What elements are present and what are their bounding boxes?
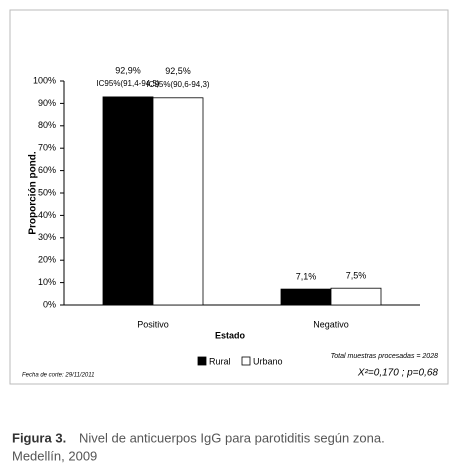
chart-frame [9, 9, 449, 385]
note: Fecha de corte: 29/11/2011 [22, 373, 95, 379]
x-axis-title: Estado [215, 330, 246, 340]
y-tick-label: 30% [38, 232, 56, 242]
value-label: 92,5% [165, 66, 191, 76]
bar [102, 96, 154, 306]
legend-swatch [241, 356, 251, 366]
y-tick-label: 80% [38, 120, 56, 130]
value-label: 7,5% [346, 271, 367, 281]
y-tick-label: 90% [38, 98, 56, 108]
legend-swatch [197, 356, 207, 366]
y-tick-label: 20% [38, 255, 56, 265]
bar [152, 97, 204, 306]
bar [280, 288, 332, 306]
caption-text: Medellín, 2009 [12, 448, 97, 463]
legend-label: Urbano [253, 356, 283, 366]
annotation: IC95%(91,4-94,5) [96, 79, 159, 88]
annotation: IC95%(90,6-94,3) [146, 80, 209, 89]
value-label: 92,9% [115, 65, 141, 75]
note: Total muestras procesadas = 2028 [331, 353, 438, 360]
y-tick-label: 100% [33, 75, 56, 85]
y-tick-label: 50% [38, 187, 56, 197]
x-tick-label: Positivo [137, 319, 169, 329]
y-axis-title: Proporción pond. [28, 151, 39, 235]
note: X²=0,170 ; p=0,68 [357, 368, 439, 379]
x-tick-label: Negativo [313, 319, 349, 329]
value-label: 7,1% [296, 271, 317, 281]
y-tick-label: 40% [38, 210, 56, 220]
caption-text: Nivel de anticuerpos IgG para parotiditi… [79, 430, 385, 445]
y-tick-label: 10% [38, 277, 56, 287]
y-tick-label: 0% [43, 299, 56, 309]
y-tick-label: 60% [38, 165, 56, 175]
caption-label: Figura 3. [12, 430, 66, 445]
bar [330, 287, 382, 306]
y-tick-label: 70% [38, 143, 56, 153]
legend-label: Rural [209, 356, 231, 366]
